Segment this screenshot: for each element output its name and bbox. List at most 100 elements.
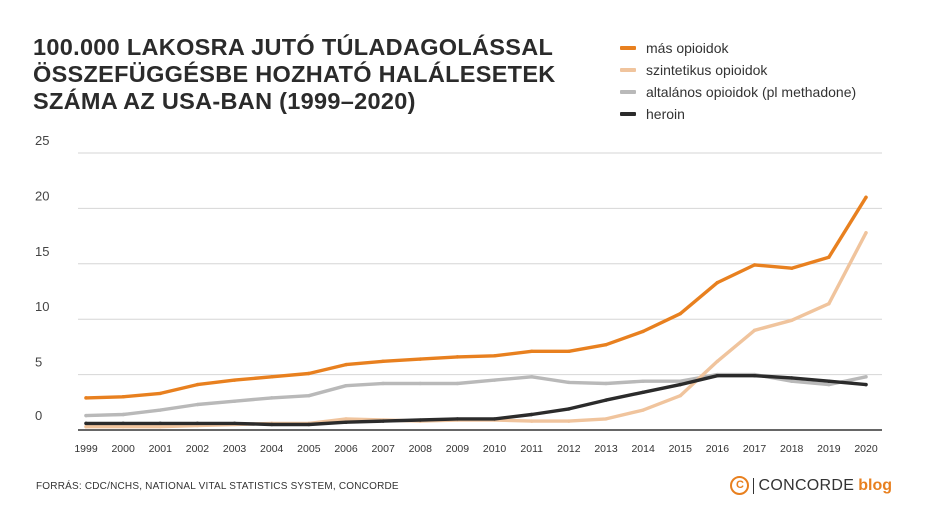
point-mas-opioidok-2011 xyxy=(530,349,534,354)
point-szintetikus-opioidok-2006 xyxy=(344,417,348,421)
point-altalanos-opioidok-pl-methadone-2013 xyxy=(604,381,608,386)
point-szintetikus-opioidok-2018 xyxy=(790,318,794,323)
legend-label-heroin: heroin xyxy=(646,106,685,122)
legend-item-mas-opioidok: más opioidok xyxy=(620,37,856,59)
x-tick-label-2020: 2020 xyxy=(854,443,878,455)
y-tick-labels: 0 5 10 15 20 25 xyxy=(35,133,49,423)
point-szintetikus-opioidok-2017 xyxy=(752,328,757,332)
point-heroin-2006 xyxy=(344,420,348,424)
x-tick-label-2015: 2015 xyxy=(669,443,693,455)
point-altalanos-opioidok-pl-methadone-2014 xyxy=(641,379,645,383)
point-altalanos-opioidok-pl-methadone-2001 xyxy=(158,408,162,412)
point-mas-opioidok-2002 xyxy=(195,382,200,387)
x-tick-label-2017: 2017 xyxy=(743,443,767,455)
point-heroin-2014 xyxy=(641,390,645,395)
point-mas-opioidok-2005 xyxy=(307,371,311,376)
x-tick-label-2000: 2000 xyxy=(111,443,135,455)
point-altalanos-opioidok-pl-methadone-2008 xyxy=(418,381,422,386)
point-altalanos-opioidok-pl-methadone-2005 xyxy=(307,393,311,398)
source-note: FORRÁS: CDC/NCHS, NATIONAL VITAL STATIST… xyxy=(36,481,399,492)
brand-divider xyxy=(753,477,755,494)
series-line-mas-opioidok xyxy=(84,195,868,400)
point-heroin-2011 xyxy=(530,412,534,417)
series-szintetikus-opioidok xyxy=(84,231,868,429)
point-mas-opioidok-2017 xyxy=(752,263,757,267)
point-heroin-2019 xyxy=(827,379,831,383)
point-altalanos-opioidok-pl-methadone-2012 xyxy=(567,380,571,385)
point-mas-opioidok-2020 xyxy=(864,195,868,200)
point-heroin-2017 xyxy=(752,374,757,378)
point-mas-opioidok-2006 xyxy=(344,362,348,367)
point-mas-opioidok-2001 xyxy=(158,391,162,396)
x-tick-label-2018: 2018 xyxy=(780,443,804,455)
legend-swatch-altalanos-opioidok xyxy=(620,90,636,94)
legend-item-heroin: heroin xyxy=(620,103,856,125)
point-altalanos-opioidok-pl-methadone-2019 xyxy=(827,382,831,387)
point-szintetikus-opioidok-2001 xyxy=(158,424,162,429)
point-mas-opioidok-2015 xyxy=(678,311,682,316)
point-altalanos-opioidok-pl-methadone-2020 xyxy=(864,375,868,379)
x-tick-label-2007: 2007 xyxy=(371,443,395,455)
x-tick-label-1999: 1999 xyxy=(74,443,98,455)
point-mas-opioidok-2014 xyxy=(641,329,645,334)
point-mas-opioidok-2000 xyxy=(121,395,125,399)
chart-title-line-3: SZÁMA AZ USA-BAN (1999–2020) xyxy=(33,88,416,114)
chart-title-line-2: ÖSSZEFÜGGÉSBE HOZHATÓ HALÁLESETEK xyxy=(33,61,556,87)
point-heroin-2013 xyxy=(604,398,608,402)
y-tick-label-20: 20 xyxy=(35,188,49,203)
y-tick-label-25: 25 xyxy=(35,133,49,148)
x-tick-label-2002: 2002 xyxy=(186,443,210,455)
chart-title: 100.000 LAKOSRA JUTÓ TÚLADAGOLÁSSAL ÖSSZ… xyxy=(33,34,593,115)
point-altalanos-opioidok-pl-methadone-2007 xyxy=(381,381,385,386)
series-line-szintetikus-opioidok xyxy=(84,231,868,429)
point-mas-opioidok-2016 xyxy=(715,280,720,285)
point-mas-opioidok-2003 xyxy=(232,378,237,382)
legend-swatch-szintetikus-opioidok xyxy=(620,68,636,72)
brand-logo: C CONCORDE blog xyxy=(730,476,892,495)
point-mas-opioidok-1999 xyxy=(84,396,88,400)
point-szintetikus-opioidok-2016 xyxy=(715,359,720,364)
x-tick-label-2019: 2019 xyxy=(817,443,841,455)
x-tick-label-2008: 2008 xyxy=(409,443,433,455)
x-tick-label-2014: 2014 xyxy=(631,443,655,455)
point-heroin-2003 xyxy=(232,421,237,426)
point-mas-opioidok-2019 xyxy=(827,255,831,259)
point-szintetikus-opioidok-2019 xyxy=(827,301,831,306)
point-szintetikus-opioidok-2015 xyxy=(678,393,682,398)
point-altalanos-opioidok-pl-methadone-2011 xyxy=(530,375,534,379)
x-tick-labels: 1999 2000 2001 2002 2003 2004 2005 2006 2007 2008… xyxy=(74,443,878,455)
legend-item-szintetikus-opioidok: szintetikus opioidok xyxy=(620,59,856,81)
series-line-altalanos-opioidok-pl-methadone xyxy=(84,372,868,418)
point-mas-opioidok-2007 xyxy=(381,359,385,364)
point-heroin-1999 xyxy=(84,421,88,426)
legend-label-altalanos-opioidok: altalános opioidok (pl methadone) xyxy=(646,84,857,100)
copyright-c-icon: C xyxy=(730,476,750,495)
legend-swatch-mas-opioidok xyxy=(620,46,636,50)
x-tick-label-2016: 2016 xyxy=(706,443,730,455)
point-altalanos-opioidok-pl-methadone-2000 xyxy=(121,412,125,417)
point-mas-opioidok-2009 xyxy=(455,355,460,359)
y-tick-label-0: 0 xyxy=(35,408,42,423)
point-altalanos-opioidok-pl-methadone-2006 xyxy=(344,383,348,388)
point-heroin-2002 xyxy=(195,421,200,426)
point-heroin-2000 xyxy=(121,421,125,426)
point-szintetikus-opioidok-1999 xyxy=(84,424,88,429)
point-heroin-2015 xyxy=(678,382,682,387)
point-szintetikus-opioidok-2000 xyxy=(121,424,125,429)
series-line-heroin xyxy=(84,374,868,427)
point-szintetikus-opioidok-2020 xyxy=(864,231,868,235)
point-mas-opioidok-2013 xyxy=(604,342,608,347)
y-tick-label-15: 15 xyxy=(35,244,49,259)
x-tick-label-2009: 2009 xyxy=(446,443,470,455)
point-altalanos-opioidok-pl-methadone-2010 xyxy=(492,378,497,382)
point-altalanos-opioidok-pl-methadone-2004 xyxy=(270,396,274,400)
series-heroin xyxy=(84,374,868,427)
point-heroin-2004 xyxy=(270,422,274,427)
legend-label-szintetikus-opioidok: szintetikus opioidok xyxy=(646,62,768,78)
x-tick-label-2004: 2004 xyxy=(260,443,284,455)
point-heroin-2010 xyxy=(492,417,497,421)
x-tick-label-2010: 2010 xyxy=(483,443,507,455)
series-mas-opioidok xyxy=(84,195,868,400)
point-heroin-2012 xyxy=(567,407,571,411)
x-tick-label-2012: 2012 xyxy=(557,443,581,455)
